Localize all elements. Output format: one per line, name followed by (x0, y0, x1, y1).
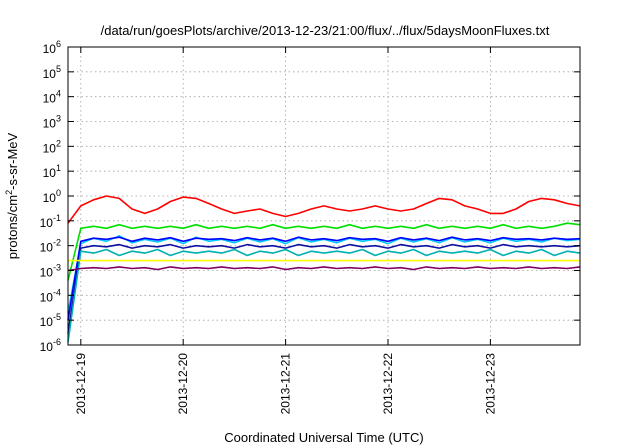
series-line-2 (67, 222, 581, 281)
series-line-6 (67, 248, 581, 343)
x-tick-label: 2013-12-22 (381, 353, 395, 415)
y-tick-label: 10-1 (40, 213, 61, 230)
x-tick-label: 2013-12-19 (74, 353, 88, 415)
series-line-3 (67, 235, 581, 313)
x-tick-label: 2013-12-20 (176, 353, 190, 415)
grid-layer (68, 47, 580, 345)
y-tick-label: 102 (43, 138, 61, 155)
y-tick-label: 105 (43, 64, 61, 81)
y-tick-label: 10-2 (40, 238, 61, 255)
y-tick-label: 10-3 (40, 263, 61, 280)
y-tick-label: 106 (43, 39, 61, 56)
y-tick-label: 10-5 (40, 312, 61, 329)
x-tick-label: 2013-12-23 (483, 353, 497, 415)
y-tick-label: 100 (43, 188, 61, 205)
series-line-5 (67, 243, 581, 334)
tick-layer: 10-6 10-5 10-4 10-3 10-2 10-1 100 101 102 103 104 1… (40, 39, 580, 414)
y-axis-label: protons/cm2-s-sr-MeV (4, 132, 20, 259)
y-tick-label: 104 (43, 89, 61, 106)
series-layer (67, 195, 581, 343)
y-tick-label: 101 (43, 163, 61, 180)
y-tick-label: 103 (43, 114, 61, 131)
series-line-4 (67, 236, 581, 321)
series-line-8 (67, 266, 581, 272)
y-tick-label: 10-4 (40, 287, 61, 304)
x-tick-label: 2013-12-21 (279, 353, 293, 415)
y-tick-label: 10-6 (40, 337, 61, 354)
series-line-1 (67, 195, 581, 224)
chart-title: /data/run/goesPlots/archive/2013-12-23/2… (101, 23, 550, 38)
x-axis-label: Coordinated Universal Time (UTC) (224, 430, 423, 445)
ylabel-layer: protons/cm2-s-sr-MeV (4, 132, 20, 259)
